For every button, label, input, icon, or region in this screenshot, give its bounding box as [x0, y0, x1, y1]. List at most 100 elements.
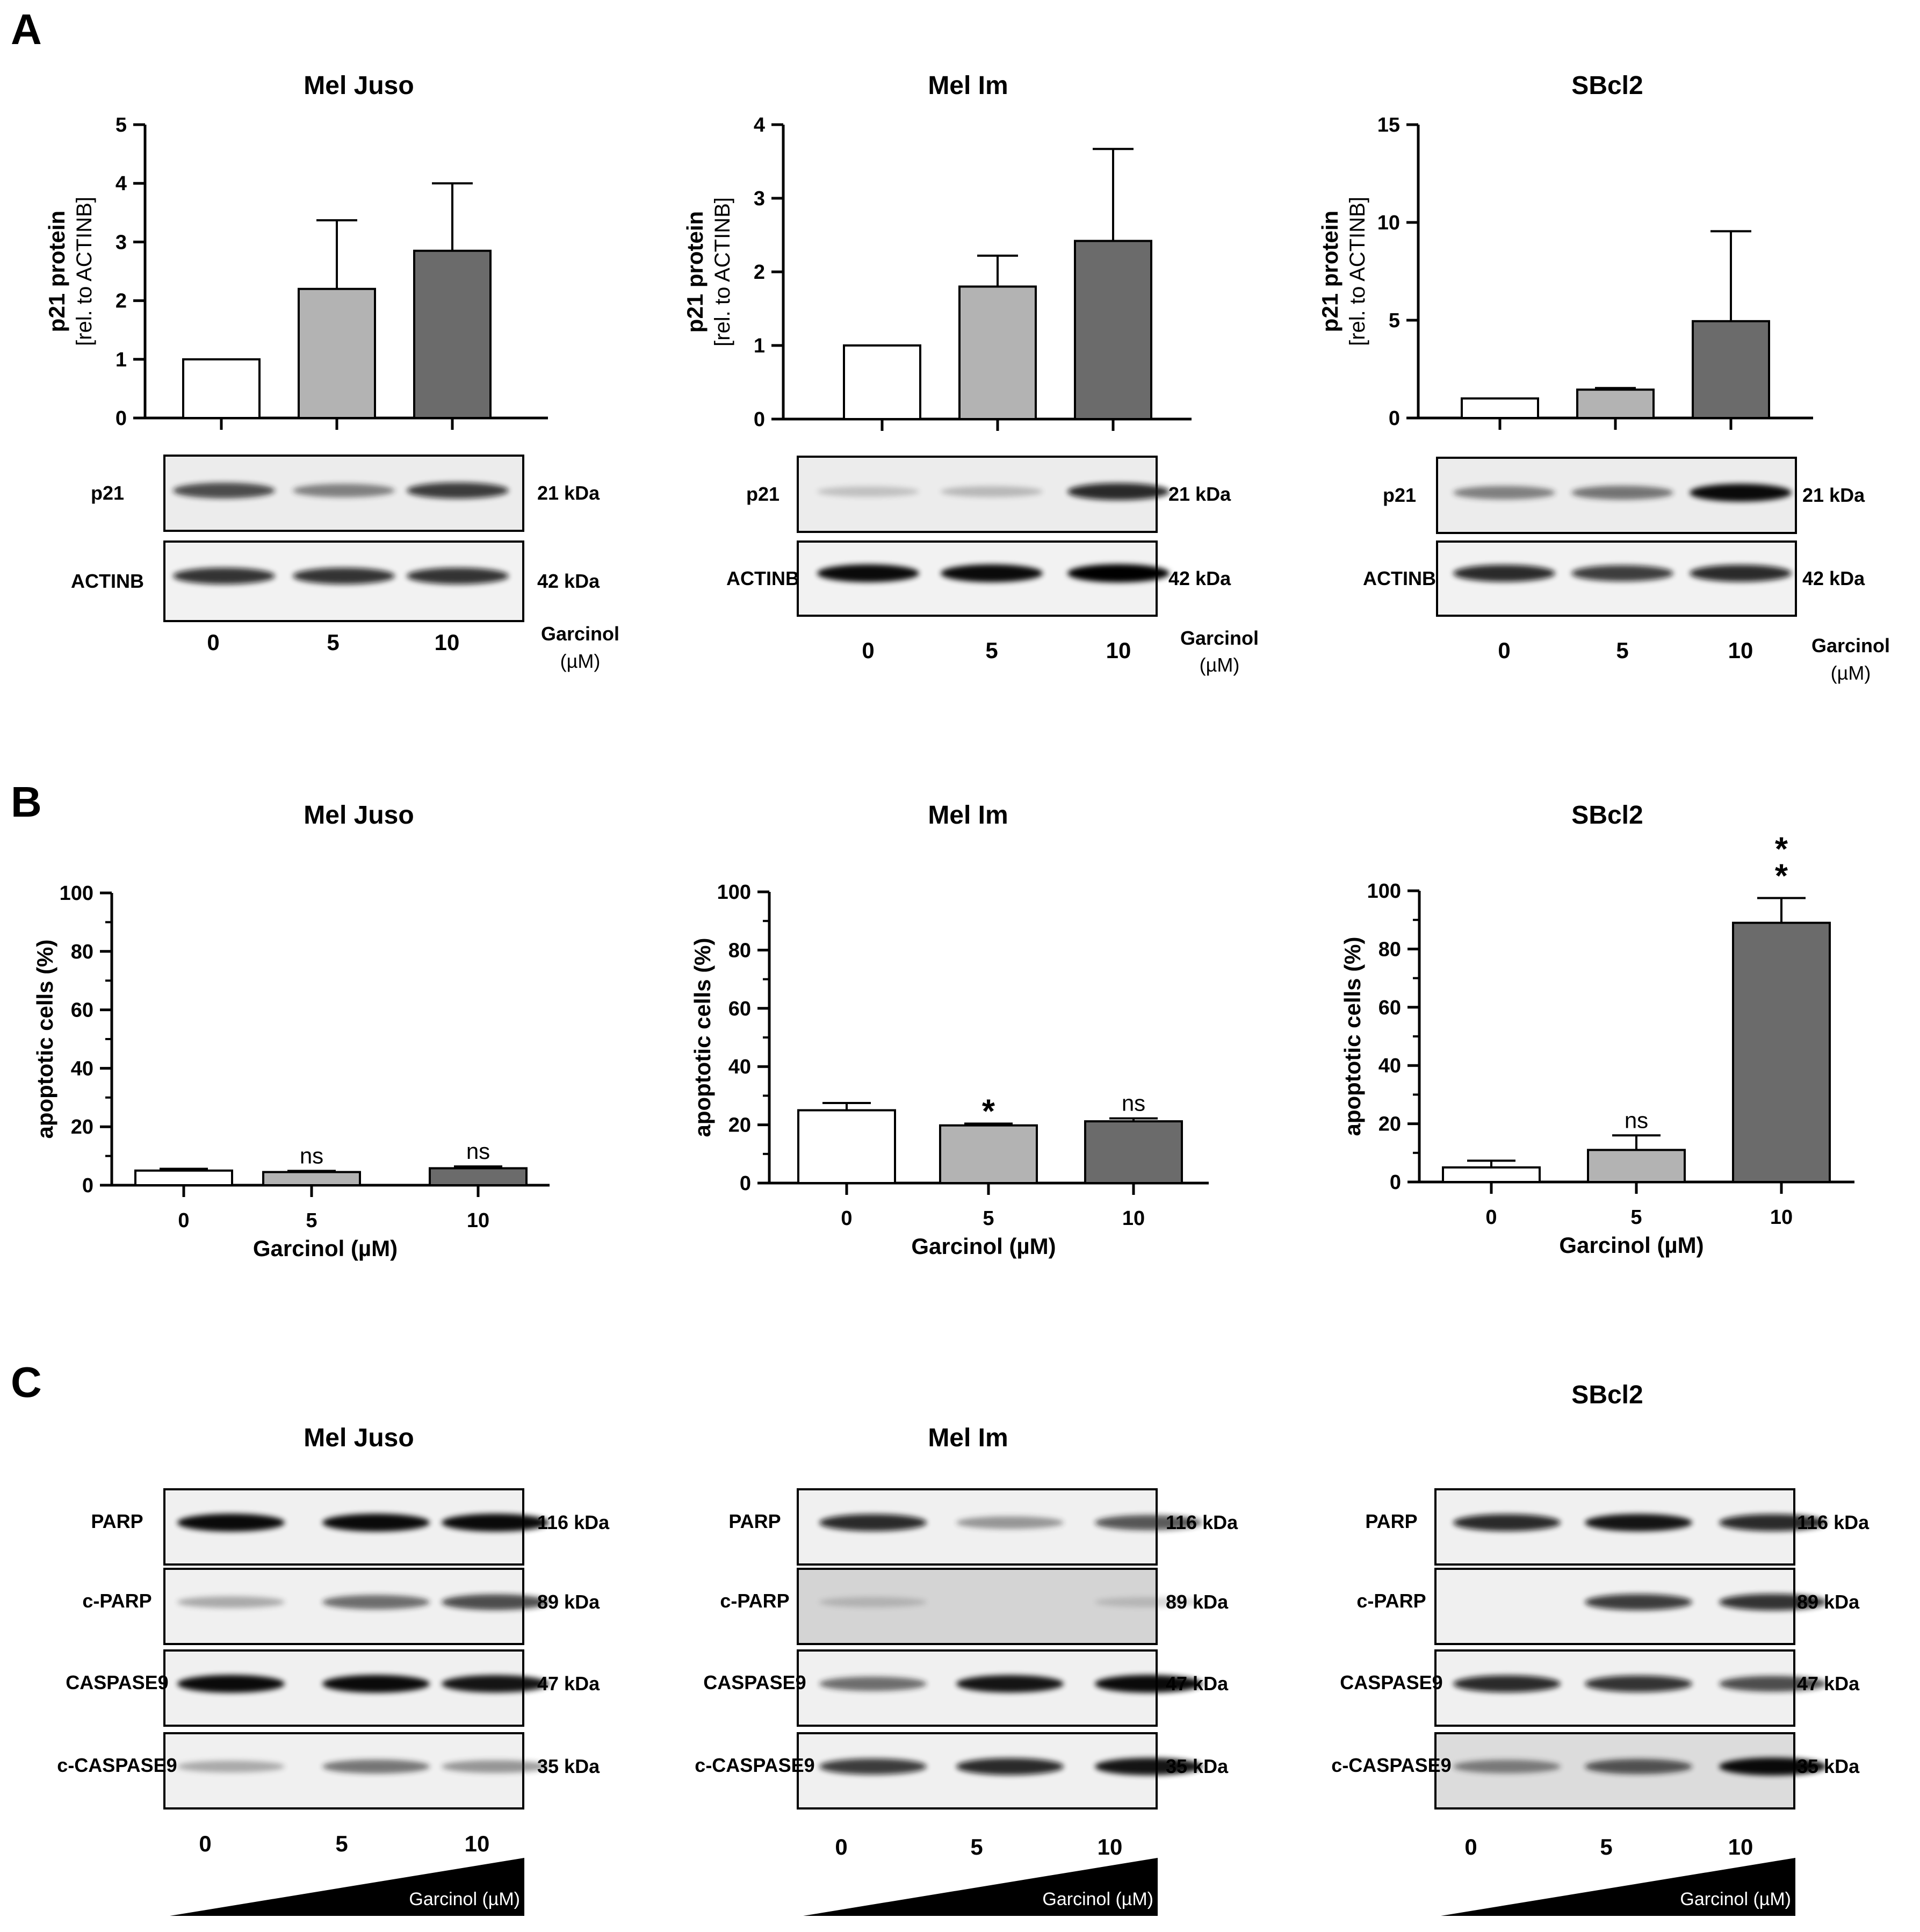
panel-letter-C: C — [11, 1358, 42, 1406]
significance-star: * — [1775, 831, 1788, 868]
wedge-label: Garcinol (µM) — [1042, 1889, 1153, 1909]
blot-band — [941, 486, 1043, 498]
protein-label: ACTINB — [1363, 567, 1436, 589]
y-axis-label: p21 protein — [1317, 211, 1342, 332]
significance-label: ns — [300, 1143, 323, 1168]
dose-label: 5 — [985, 638, 998, 663]
chart-A-1: Mel Im 0 1 2 3 4 p21 protein [rel. to ACTINB] — [682, 71, 1192, 431]
panel-letter-A: A — [11, 5, 42, 53]
protein-label: c-CASPASE9 — [1331, 1754, 1451, 1776]
blot-C-Mel Im: Mel Im PARP 116 kDa c-PARP 89 kDa CASPASE9 47 … — [695, 1424, 1238, 1916]
blot-band — [1453, 565, 1555, 582]
y-tick-label: 100 — [717, 881, 751, 904]
blot-band — [442, 1513, 549, 1532]
kda-label: 47 kDa — [537, 1673, 600, 1695]
protein-label: c-PARP — [82, 1590, 151, 1612]
protein-label: CASPASE9 — [66, 1671, 168, 1693]
blot-band — [177, 1675, 285, 1693]
dose-label: 5 — [970, 1834, 983, 1859]
blot-band — [1719, 1757, 1827, 1776]
dose-label: 0 — [862, 638, 874, 663]
y-tick-label: 100 — [1367, 880, 1401, 903]
protein-label: p21 — [1383, 484, 1416, 506]
blot-band — [817, 564, 919, 582]
protein-label: PARP — [728, 1510, 781, 1532]
y-tick-label: 20 — [728, 1114, 751, 1137]
x-tick-label: 10 — [467, 1209, 489, 1232]
significance-label: * — [982, 1093, 995, 1130]
blot-band — [1453, 1514, 1561, 1531]
kda-label: 35 kDa — [1797, 1755, 1860, 1777]
y-tick-label: 80 — [1378, 938, 1401, 961]
blot-A-Mel Juso: p21 21 kDa ACTINB 42 kDa 0 5 10 Garcinol (µM) — [71, 455, 619, 672]
blot-band — [1690, 484, 1792, 502]
blot-C-SBcl2: SBcl2 PARP 116 kDa c-PARP 89 kDa CASPASE9 47 k… — [1331, 1381, 1870, 1916]
bar-dose-0 — [797, 1109, 896, 1184]
x-axis-label: Garcinol (µM) — [911, 1234, 1056, 1259]
panel-letter-B: B — [11, 778, 42, 826]
bar-dose-10 — [1732, 921, 1831, 1183]
kda-label: 89 kDa — [1797, 1591, 1860, 1613]
blot-band — [322, 1675, 430, 1693]
bar-dose-5 — [298, 287, 376, 420]
kda-label: 21 kDa — [1168, 483, 1231, 505]
y-axis-label: apoptotic cells (%) — [32, 939, 57, 1138]
y-tick-label: 3 — [116, 231, 127, 254]
dose-label: 5 — [1600, 1834, 1612, 1859]
blot-band — [173, 567, 275, 585]
kda-label: 89 kDa — [1166, 1591, 1229, 1613]
bar-dose-0 — [1442, 1166, 1541, 1183]
y-tick-label: 80 — [728, 939, 751, 962]
y-tick-label: 80 — [71, 941, 93, 963]
blot-title: Mel Im — [928, 1424, 1008, 1452]
protein-label: CASPASE9 — [1340, 1671, 1442, 1693]
kda-label: 89 kDa — [537, 1591, 600, 1613]
bar-dose-5 — [1587, 1149, 1686, 1183]
y-tick-label: 2 — [116, 290, 127, 313]
y-tick-label: 60 — [1378, 997, 1401, 1019]
protein-label: PARP — [1365, 1510, 1417, 1532]
blot-band — [177, 1513, 285, 1532]
y-tick-label: 0 — [82, 1174, 93, 1197]
y-tick-label: 4 — [116, 172, 127, 195]
kda-label: 116 kDa — [537, 1511, 610, 1533]
dose-label: 10 — [1728, 638, 1753, 663]
wedge-label: Garcinol (µM) — [409, 1889, 520, 1909]
blot-band — [1585, 1513, 1692, 1532]
kda-label: 42 kDa — [1168, 567, 1231, 589]
dose-label: 0 — [835, 1834, 847, 1859]
treatment-unit: (µM) — [1200, 654, 1240, 676]
blot-band — [1067, 564, 1170, 582]
blot-band — [293, 484, 395, 498]
blot-band — [173, 482, 275, 499]
chart-title: Mel Im — [928, 71, 1008, 100]
x-tick-label: 5 — [306, 1209, 317, 1232]
protein-label: c-PARP — [1356, 1590, 1426, 1612]
bar-dose-5 — [262, 1171, 361, 1187]
blot-band — [1067, 483, 1170, 500]
bar-dose-10 — [413, 249, 492, 419]
y-tick-label: 4 — [754, 114, 765, 136]
dose-label: 0 — [207, 630, 219, 655]
blot-C-Mel Juso: Mel Juso PARP 116 kDa c-PARP 89 kDa CASPASE9 4… — [57, 1424, 610, 1916]
protein-label: PARP — [91, 1510, 143, 1532]
x-tick-label: 0 — [178, 1209, 189, 1232]
dose-gradient-wedge — [170, 1858, 524, 1916]
blot-band — [1453, 1675, 1561, 1692]
kda-label: 47 kDa — [1797, 1673, 1860, 1695]
blot-band — [177, 1596, 285, 1608]
protein-label: c-CASPASE9 — [695, 1754, 814, 1776]
dose-gradient-wedge — [803, 1858, 1158, 1916]
blot-band — [956, 1516, 1064, 1529]
blot-band — [442, 1594, 549, 1610]
y-tick-label: 15 — [1377, 114, 1400, 136]
y-tick-label: 2 — [754, 261, 765, 284]
blot-band — [819, 1758, 927, 1775]
dose-label: 5 — [327, 630, 339, 655]
dose-label: 0 — [1498, 638, 1510, 663]
blot-band — [1095, 1757, 1202, 1776]
dose-label: 10 — [1106, 638, 1131, 663]
blot-band — [819, 1676, 927, 1691]
bar-dose-10 — [1692, 320, 1770, 419]
y-tick-label: 3 — [754, 188, 765, 210]
